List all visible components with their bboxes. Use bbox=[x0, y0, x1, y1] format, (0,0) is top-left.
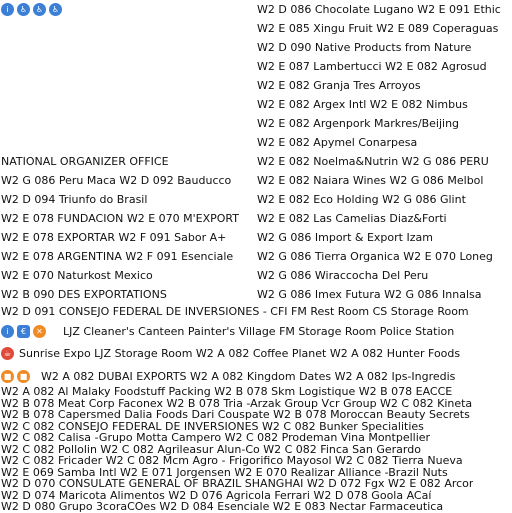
map-label[interactable]: W2 G 086 Tierra Organica W2 E 070 Loneg bbox=[257, 250, 493, 263]
icon-group-top: i ♿ ♿ ♿ bbox=[1, 0, 65, 19]
map-label[interactable]: W2 E 082 Las Camelias Diaz&Forti bbox=[257, 212, 447, 225]
storage-icon[interactable]: ■ bbox=[1, 370, 14, 383]
map-label[interactable]: W2 D 074 Maricota Alimentos W2 D 076 Agr… bbox=[1, 489, 432, 502]
accessibility-icon[interactable]: ♿ bbox=[17, 3, 30, 16]
map-label[interactable]: W2 B 078 Meat Corp Faconex W2 B 078 Tria… bbox=[1, 397, 473, 410]
accessibility-icon[interactable]: ♿ bbox=[33, 3, 46, 16]
map-label[interactable]: W2 B 090 DES EXPORTATIONS bbox=[1, 288, 167, 301]
map-label[interactable]: W2 C 082 Pollolin W2 C 082 Agrileasur Al… bbox=[1, 443, 421, 456]
map-label[interactable]: W2 G 086 Peru Maca W2 D 092 Bauducco bbox=[1, 174, 232, 187]
map-label[interactable]: W2 E 078 FUNDACION W2 E 070 M'EXPORT bbox=[1, 212, 239, 225]
map-label[interactable]: W2 G 086 Import & Export Izam bbox=[257, 231, 433, 244]
map-label[interactable]: W2 D 070 CONSULATE GENERAL OF BRAZIL SHA… bbox=[1, 478, 474, 490]
map-label[interactable]: W2 C 082 Fricader W2 C 082 Mcm Agro - Fr… bbox=[1, 455, 463, 467]
map-label[interactable]: W2 C 082 CONSEJO FEDERAL DE INVERSIONES … bbox=[1, 420, 424, 433]
map-label[interactable]: LJZ Cleaner's Canteen Painter's Village … bbox=[63, 325, 455, 338]
map-label[interactable]: W2 E 082 Noelma&Nutrin W2 G 086 PERU bbox=[257, 155, 489, 168]
map-label[interactable]: W2 E 082 Apymel Conarpesa bbox=[257, 136, 418, 149]
map-label[interactable]: W2 D 094 Triunfo do Brasil bbox=[1, 193, 148, 206]
map-label[interactable]: W2 D 080 Grupo 3coraCOes W2 D 084 Esenci… bbox=[1, 501, 444, 513]
no-entry-icon[interactable]: ✕ bbox=[33, 325, 46, 338]
map-label[interactable]: W2 A 082 Al Malaky Foodstuff Packing W2 … bbox=[1, 386, 453, 398]
map-label[interactable]: W2 E 070 Naturkost Mexico bbox=[1, 269, 153, 282]
map-label[interactable]: W2 E 078 EXPORTAR W2 F 091 Sabor A+ bbox=[1, 231, 227, 244]
map-label-office[interactable]: NATIONAL ORGANIZER OFFICE bbox=[1, 155, 169, 168]
map-label[interactable]: Sunrise Expo LJZ Storage Room W2 A 082 C… bbox=[19, 347, 461, 360]
map-label[interactable]: W2 B 078 Capersmed Dalia Foods Dari Cous… bbox=[1, 409, 470, 421]
map-label[interactable]: W2 D 091 CONSEJO FEDERAL DE INVERSIONES … bbox=[1, 305, 469, 318]
map-label[interactable]: W2 E 082 Eco Holding W2 G 086 Glint bbox=[257, 193, 466, 206]
atm-icon[interactable]: € bbox=[17, 325, 30, 338]
map-label[interactable]: W2 A 082 DUBAI EXPORTS W2 A 082 Kingdom … bbox=[41, 370, 456, 383]
map-label[interactable]: W2 D 086 Chocolate Lugano W2 E 091 Ethic bbox=[257, 3, 501, 16]
map-label[interactable]: W2 D 090 Native Products from Nature bbox=[257, 41, 472, 54]
map-label[interactable]: W2 E 085 Xingu Fruit W2 E 089 Coperaguas bbox=[257, 22, 499, 35]
map-label[interactable]: W2 E 082 Argenpork Markres/Beijing bbox=[257, 117, 460, 130]
map-label[interactable]: W2 E 078 ARGENTINA W2 F 091 Esenciale bbox=[1, 250, 234, 263]
map-label[interactable]: W2 E 087 Lambertucci W2 E 082 Agrosud bbox=[257, 60, 487, 73]
map-label[interactable]: W2 E 069 Samba Intl W2 E 071 Jorgensen W… bbox=[1, 466, 448, 479]
map-label[interactable]: W2 G 086 Wiraccocha Del Peru bbox=[257, 269, 429, 282]
map-label[interactable]: W2 G 086 Imex Futura W2 G 086 Innalsa bbox=[257, 288, 482, 301]
icon-group-row15: ☕ bbox=[1, 344, 17, 363]
info-icon[interactable]: i bbox=[1, 325, 14, 338]
accessibility-icon[interactable]: ♿ bbox=[49, 3, 62, 16]
icon-group-row14: i € ✕ bbox=[1, 322, 49, 341]
map-label[interactable]: W2 C 082 Calisa -Grupo Motta Campero W2 … bbox=[1, 432, 431, 444]
storage-icon[interactable]: ■ bbox=[17, 370, 30, 383]
map-label[interactable]: W2 E 082 Argex Intl W2 E 082 Nimbus bbox=[257, 98, 468, 111]
map-label[interactable]: W2 E 082 Naiara Wines W2 G 086 Melbol bbox=[257, 174, 484, 187]
restaurant-icon[interactable]: ☕ bbox=[1, 347, 14, 360]
icon-group-row16: ■ ■ bbox=[1, 367, 33, 386]
info-icon[interactable]: i bbox=[1, 3, 14, 16]
map-label[interactable]: W2 E 082 Granja Tres Arroyos bbox=[257, 79, 421, 92]
